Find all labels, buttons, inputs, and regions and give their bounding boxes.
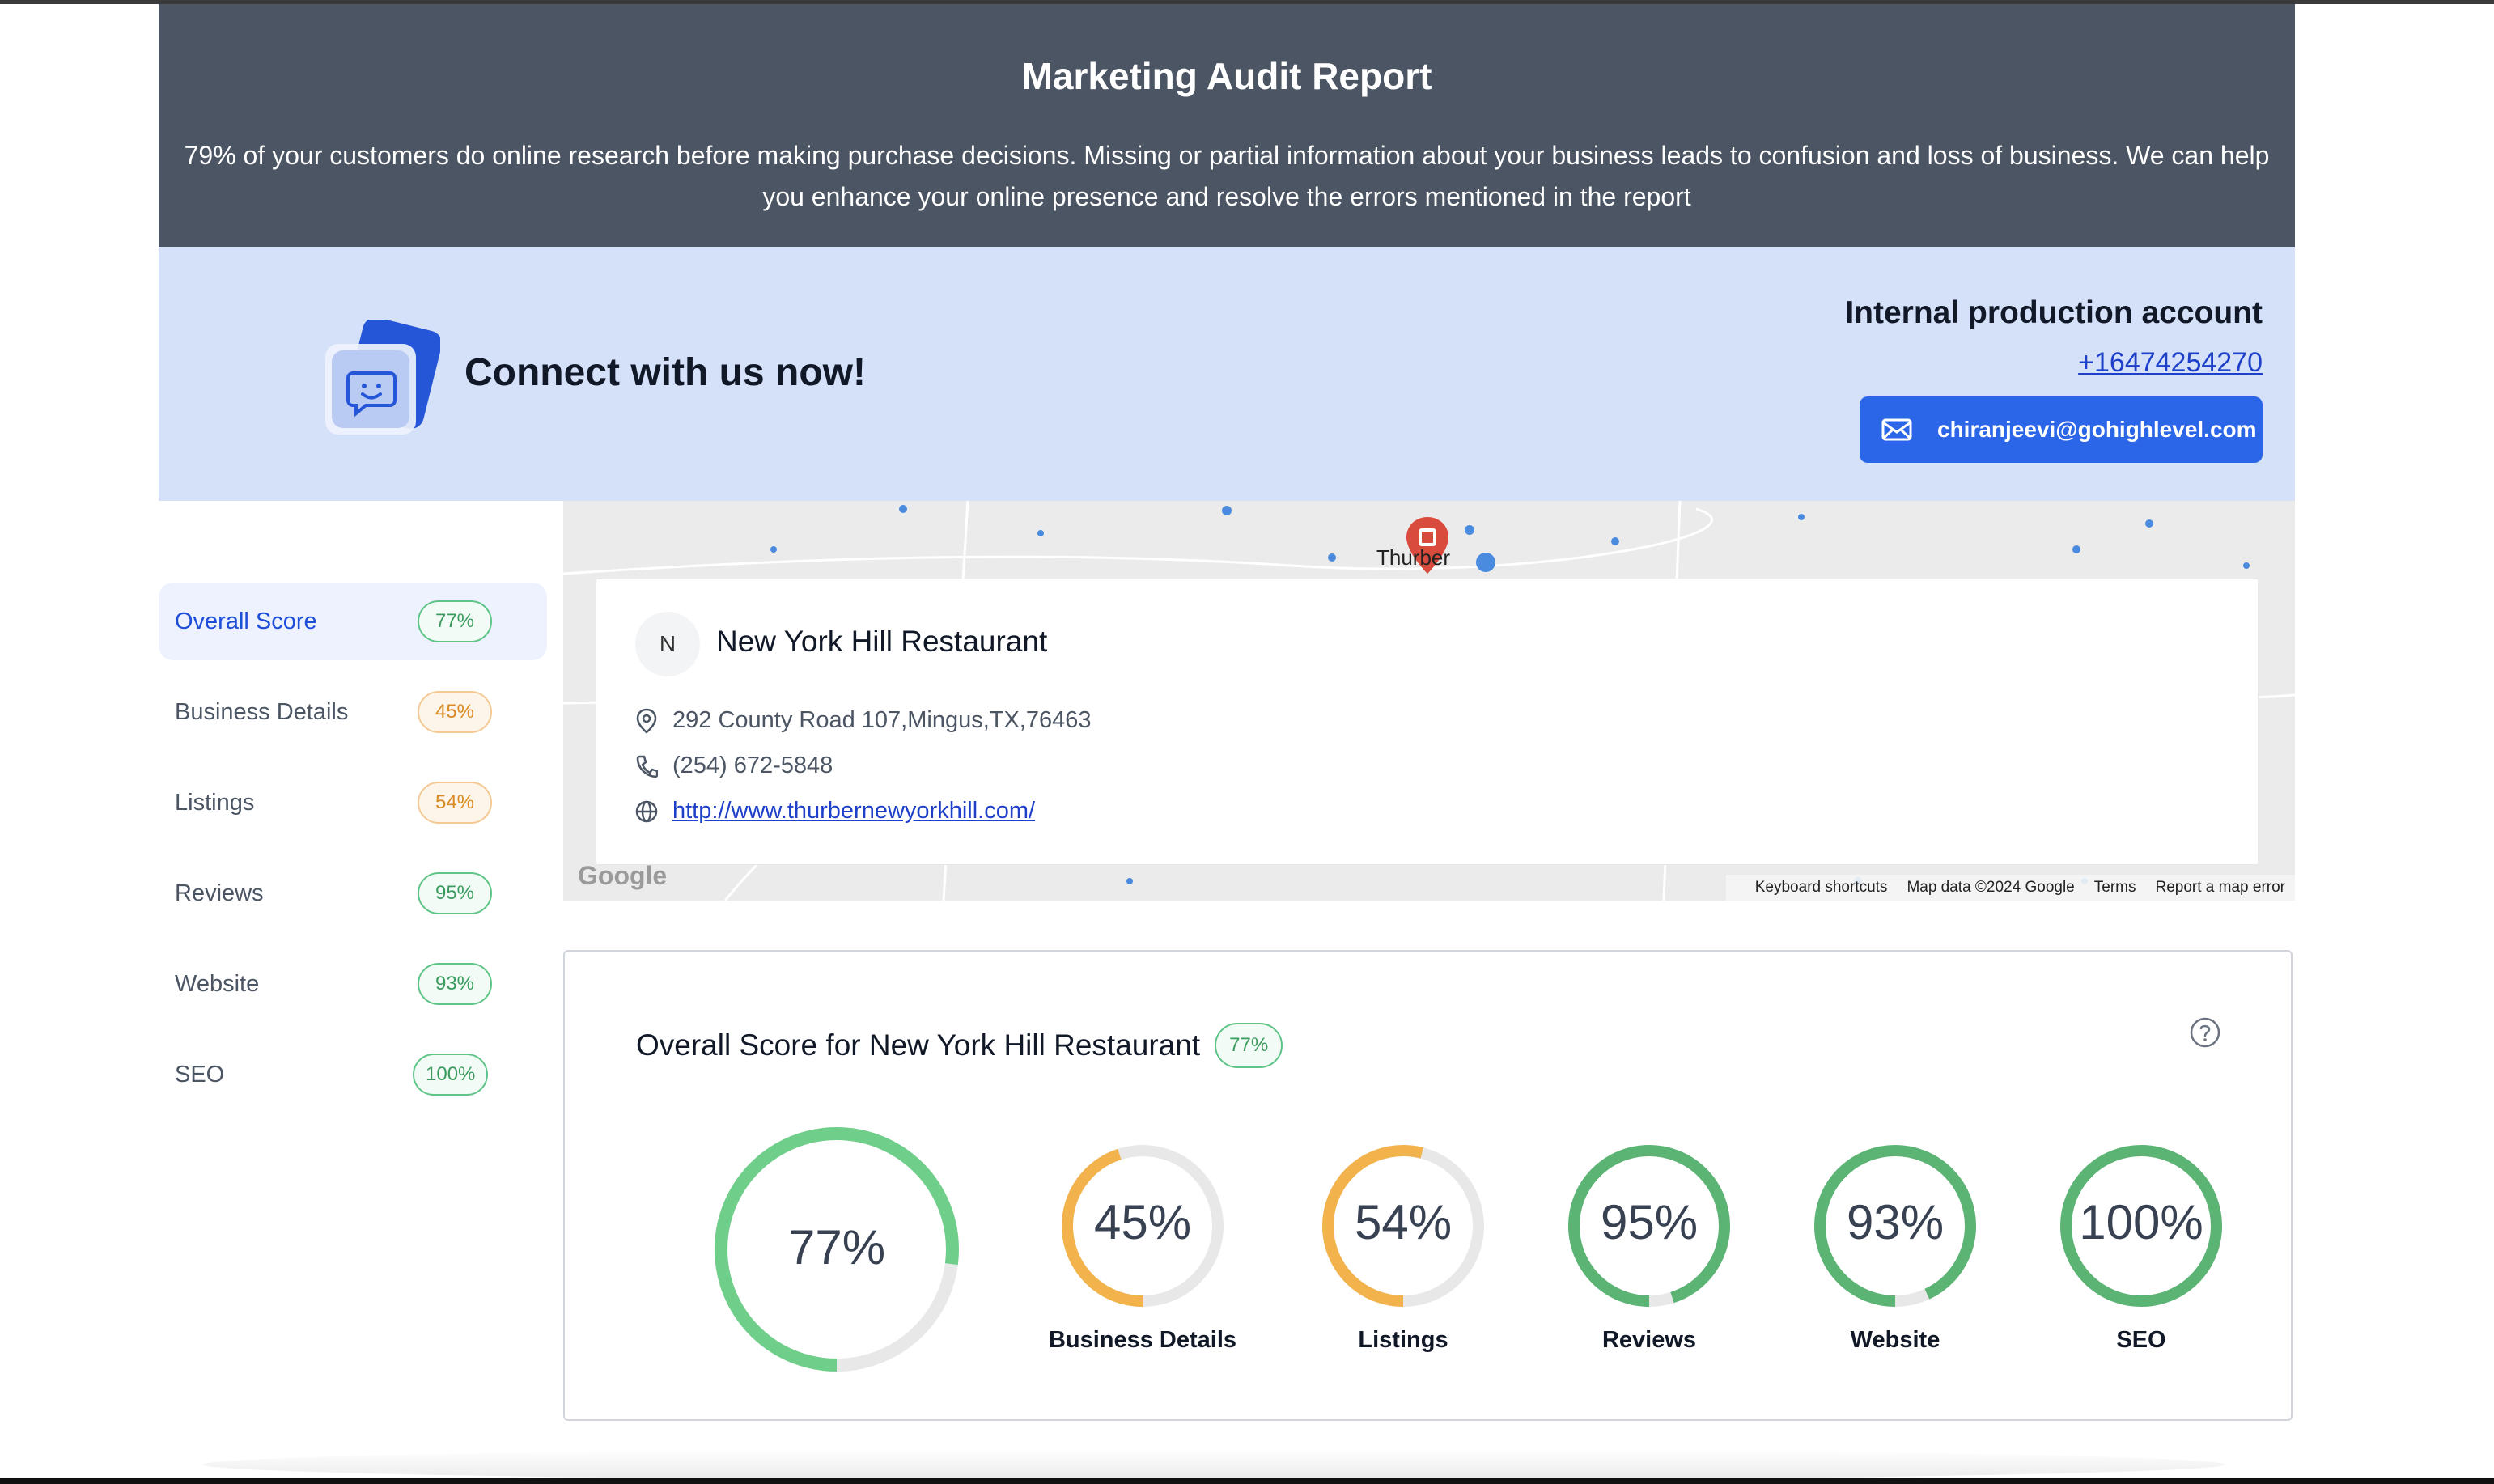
- map-marker-icon[interactable]: [1405, 515, 1450, 579]
- score-badge: 77%: [418, 600, 492, 642]
- sidebar-item-overall-score[interactable]: Overall Score 77%: [159, 583, 547, 660]
- sidebar-item-label: Overall Score: [175, 608, 317, 634]
- report-header: Marketing Audit Report 79% of your custo…: [159, 4, 2295, 247]
- report-title: Marketing Audit Report: [1021, 55, 1432, 97]
- google-logo: Google: [578, 861, 668, 890]
- email-button[interactable]: chiranjeevi@gohighlevel.com: [1860, 396, 2263, 463]
- business-name: New York Hill Restaurant: [716, 625, 1048, 658]
- overall-score-heading: Overall Score for New York Hill Restaura…: [636, 1028, 1201, 1062]
- map-footer: Keyboard shortcuts Map data ©2024 Google…: [1725, 875, 2295, 901]
- window-top-border: [0, 0, 2494, 4]
- overall-score-card: Overall Score for New York Hill Restaura…: [563, 950, 2293, 1421]
- phone-text: (254) 672-5848: [672, 753, 833, 778]
- gauge-progress-arc: [715, 1127, 959, 1372]
- gauge-progress-arc: [1322, 1145, 1484, 1307]
- score-badge: 45%: [418, 691, 492, 733]
- business-info-card: N New York Hill Restaurant 292 County Ro…: [596, 579, 2259, 865]
- sidebar-item-reviews[interactable]: Reviews 95%: [159, 854, 547, 932]
- phone-link[interactable]: +16474254270: [2078, 347, 2263, 378]
- gauge-label: SEO: [2116, 1327, 2166, 1353]
- gauge-business-details: 45% Business Details: [1049, 1143, 1236, 1353]
- sidebar-item-label: Business Details: [175, 698, 349, 725]
- gauge-listings: 54% Listings: [1320, 1143, 1487, 1353]
- gauge-seo: 100% SEO: [2058, 1143, 2225, 1353]
- window-bottom-border: [0, 1478, 2494, 1484]
- business-website: http://www.thurbernewyorkhill.com/: [635, 798, 1035, 825]
- avatar: N: [635, 612, 700, 676]
- overall-score-title: Overall Score for New York Hill Restaura…: [636, 1023, 1283, 1068]
- business-address: 292 County Road 107,Mingus,TX,76463: [635, 707, 1092, 734]
- gauge-progress-arc: [2060, 1145, 2222, 1307]
- account-name: Internal production account: [1845, 295, 2263, 330]
- chat-smile-icon: [317, 317, 443, 443]
- sidebar-item-label: Website: [175, 970, 260, 997]
- gauge-value: 45%: [1093, 1195, 1192, 1249]
- gauge-label: Business Details: [1048, 1327, 1237, 1353]
- keyboard-shortcuts-link[interactable]: Keyboard shortcuts: [1754, 879, 1888, 896]
- business-phone: (254) 672-5848: [635, 753, 833, 779]
- map-place-label: Thurber: [1376, 545, 1451, 570]
- question-circle-icon[interactable]: [2189, 1016, 2221, 1053]
- gauge-value: 77%: [787, 1220, 886, 1274]
- email-label: chiranjeevi@gohighlevel.com: [1937, 417, 2257, 442]
- map-data-text: Map data ©2024 Google: [1907, 879, 2075, 896]
- sidebar-item-label: Reviews: [175, 880, 264, 906]
- connect-banner: Connect with us now! Internal production…: [159, 247, 2295, 501]
- overall-score-badge: 77%: [1215, 1023, 1283, 1068]
- sidebar-item-label: Listings: [175, 789, 255, 816]
- gauge-value: 54%: [1354, 1195, 1453, 1249]
- gauge-progress-arc: [1814, 1145, 1976, 1307]
- score-badge: 100%: [413, 1054, 489, 1096]
- gauge-label: Reviews: [1601, 1327, 1697, 1353]
- score-badge: 95%: [418, 872, 492, 914]
- score-sidebar: Overall Score 77% Business Details 45% L…: [159, 583, 547, 1126]
- report-description: 79% of your customers do online research…: [184, 141, 2270, 211]
- gauge-website: 93% Website: [1812, 1143, 1979, 1353]
- gauge-label: Website: [1850, 1327, 1940, 1353]
- map-pin-icon: [636, 708, 657, 734]
- website-link[interactable]: http://www.thurbernewyorkhill.com/: [672, 798, 1036, 824]
- score-badge: 93%: [418, 963, 492, 1005]
- connect-title: Connect with us now!: [464, 351, 866, 394]
- gauge-progress-arc: [1062, 1145, 1224, 1307]
- score-badge: 54%: [418, 782, 492, 824]
- report-error-link[interactable]: Report a map error: [2155, 879, 2285, 896]
- sidebar-item-listings[interactable]: Listings 54%: [159, 764, 547, 842]
- location-map[interactable]: Thurber N New York Hill Restaurant 292 C…: [563, 501, 2295, 901]
- sidebar-item-label: SEO: [175, 1061, 225, 1088]
- mail-icon: [1881, 418, 1912, 441]
- address-text: 292 County Road 107,Mingus,TX,76463: [672, 707, 1092, 733]
- sidebar-item-website[interactable]: Website 93%: [159, 945, 547, 1023]
- gauge-overall: 77%: [711, 1124, 962, 1375]
- gauge-value: 95%: [1600, 1195, 1699, 1249]
- gauge-value: 93%: [1846, 1195, 1945, 1249]
- globe-icon: [635, 800, 658, 822]
- page-shadow: [202, 1448, 2225, 1481]
- terms-link[interactable]: Terms: [2093, 879, 2136, 896]
- gauge-progress-arc: [1568, 1145, 1730, 1307]
- gauge-label: Listings: [1358, 1327, 1448, 1353]
- gauge-value: 100%: [2079, 1195, 2203, 1249]
- sidebar-item-business-details[interactable]: Business Details 45%: [159, 673, 547, 751]
- sidebar-item-seo[interactable]: SEO 100%: [159, 1036, 547, 1113]
- gauge-reviews: 95% Reviews: [1566, 1143, 1733, 1353]
- phone-icon: [636, 755, 658, 778]
